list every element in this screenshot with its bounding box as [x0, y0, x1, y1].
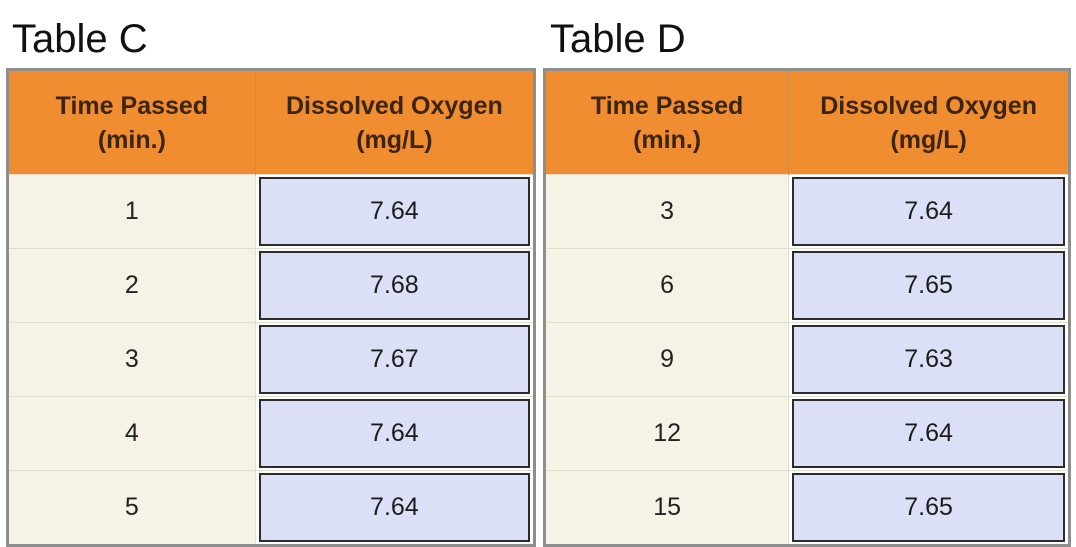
oxygen-cell[interactable]: 7.64	[792, 177, 1065, 246]
header-oxygen-line2: (mg/L)	[890, 125, 967, 154]
table-c-title: Table C	[12, 17, 148, 61]
time-cell: 6	[546, 248, 790, 323]
oxygen-cell[interactable]: 7.63	[792, 325, 1065, 394]
header-oxygen-line1: Dissolved Oxygen	[820, 91, 1037, 120]
time-cell: 2	[9, 248, 256, 323]
table-row: 3 7.64	[546, 174, 1068, 249]
table-row: 1 7.64	[9, 174, 533, 249]
table-d-header-time: Time Passed (min.)	[546, 71, 790, 175]
header-oxygen-line1: Dissolved Oxygen	[286, 91, 503, 120]
time-cell: 3	[546, 174, 790, 249]
time-cell: 12	[546, 396, 790, 471]
time-cell: 3	[9, 322, 256, 397]
table-c-header-row: Time Passed (min.) Dissolved Oxygen (mg/…	[9, 71, 533, 175]
table-c-frame: Time Passed (min.) Dissolved Oxygen (mg/…	[6, 68, 536, 547]
table-row: 4 7.64	[9, 396, 533, 471]
table-d-frame: Time Passed (min.) Dissolved Oxygen (mg/…	[543, 68, 1071, 547]
table-row: 12 7.64	[546, 396, 1068, 471]
table-c: Time Passed (min.) Dissolved Oxygen (mg/…	[9, 71, 533, 544]
header-time-line2: (min.)	[633, 125, 702, 154]
time-cell: 9	[546, 322, 790, 397]
table-c-header-time: Time Passed (min.)	[9, 71, 256, 175]
table-row: 9 7.63	[546, 322, 1068, 397]
table-row: 15 7.65	[546, 470, 1068, 544]
oxygen-cell[interactable]: 7.68	[258, 251, 530, 320]
table-d: Time Passed (min.) Dissolved Oxygen (mg/…	[546, 71, 1068, 544]
table-c-header-oxygen: Dissolved Oxygen (mg/L)	[255, 71, 533, 175]
time-cell: 1	[9, 174, 256, 249]
table-d-title: Table D	[550, 17, 686, 61]
time-cell: 4	[9, 396, 256, 471]
header-time-line2: (min.)	[97, 125, 166, 154]
oxygen-cell[interactable]: 7.64	[258, 177, 530, 246]
header-time-line1: Time Passed	[590, 91, 744, 120]
oxygen-cell[interactable]: 7.65	[792, 251, 1065, 320]
oxygen-cell[interactable]: 7.64	[258, 399, 530, 468]
table-row: 3 7.67	[9, 322, 533, 397]
oxygen-cell[interactable]: 7.64	[258, 473, 530, 542]
table-row: 5 7.64	[9, 470, 533, 544]
time-cell: 15	[546, 470, 790, 544]
table-row: 2 7.68	[9, 248, 533, 323]
oxygen-cell[interactable]: 7.64	[792, 399, 1065, 468]
table-d-header-row: Time Passed (min.) Dissolved Oxygen (mg/…	[546, 71, 1068, 175]
time-cell: 5	[9, 470, 256, 544]
header-time-line1: Time Passed	[55, 91, 209, 120]
table-d-header-oxygen: Dissolved Oxygen (mg/L)	[788, 71, 1068, 175]
header-oxygen-line2: (mg/L)	[356, 125, 433, 154]
table-row: 6 7.65	[546, 248, 1068, 323]
oxygen-cell[interactable]: 7.67	[258, 325, 530, 394]
oxygen-cell[interactable]: 7.65	[792, 473, 1065, 542]
